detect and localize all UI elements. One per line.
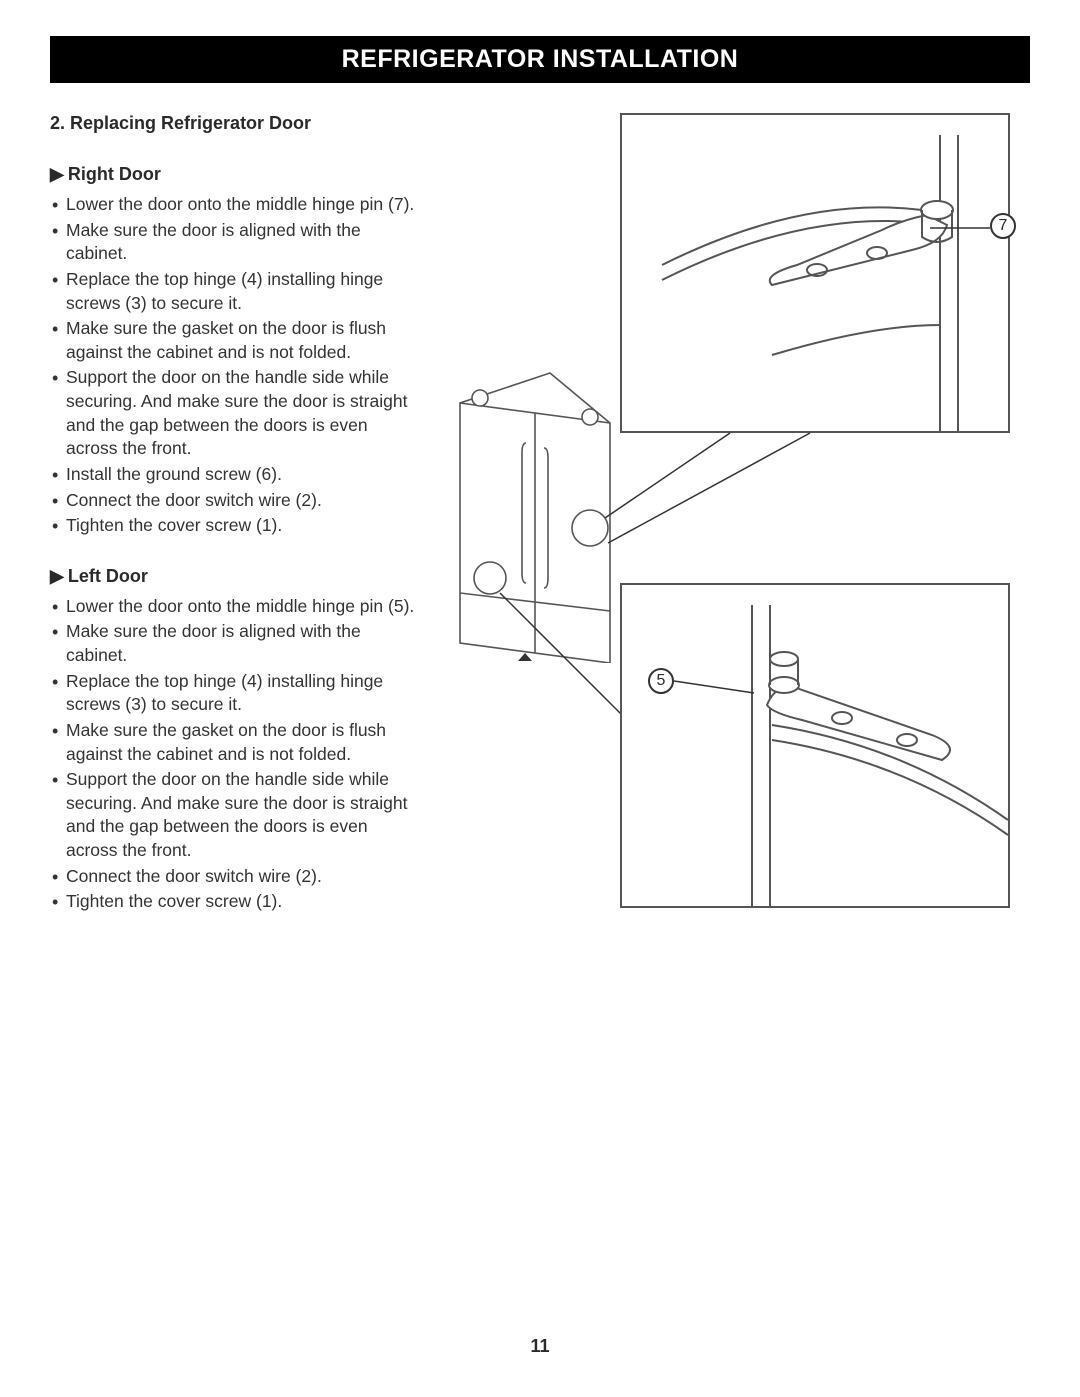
instruction-step: Support the door on the handle side whil… <box>50 366 420 461</box>
section-title: 2. Replacing Refrigerator Door <box>50 113 420 134</box>
instruction-step: Make sure the door is aligned with the c… <box>50 219 420 266</box>
figure-column: 7 <box>430 113 1030 942</box>
content-row: 2. Replacing Refrigerator Door ▶Right Do… <box>50 113 1030 942</box>
instruction-step: Tighten the cover screw (1). <box>50 514 420 538</box>
instruction-step: Make sure the gasket on the door is flus… <box>50 317 420 364</box>
instruction-step: Replace the top hinge (4) installing hin… <box>50 670 420 717</box>
banner-title: REFRIGERATOR INSTALLATION <box>342 45 739 73</box>
instruction-step: Install the ground screw (6). <box>50 463 420 487</box>
triangle-bullet-icon: ▶ <box>50 164 64 185</box>
hinge-drawing-bottom <box>622 585 1008 906</box>
detail-bottom-left-hinge <box>620 583 1010 908</box>
left-door-steps: Lower the door onto the middle hinge pin… <box>50 595 420 914</box>
instruction-step: Lower the door onto the middle hinge pin… <box>50 193 420 217</box>
instruction-step: Make sure the door is aligned with the c… <box>50 620 420 667</box>
instruction-step: Replace the top hinge (4) installing hin… <box>50 268 420 315</box>
instruction-step: Tighten the cover screw (1). <box>50 890 420 914</box>
page-number: 11 <box>0 1336 1080 1357</box>
instruction-step: Lower the door onto the middle hinge pin… <box>50 595 420 619</box>
instruction-step: Make sure the gasket on the door is flus… <box>50 719 420 766</box>
instruction-step: Support the door on the handle side whil… <box>50 768 420 863</box>
installation-figure: 7 <box>430 113 1030 933</box>
instructions-column: 2. Replacing Refrigerator Door ▶Right Do… <box>50 113 430 942</box>
left-door-heading: ▶Left Door <box>50 566 420 587</box>
right-door-steps: Lower the door onto the middle hinge pin… <box>50 193 420 538</box>
callout-5: 5 <box>648 668 674 694</box>
instruction-step: Connect the door switch wire (2). <box>50 865 420 889</box>
section-banner: REFRIGERATOR INSTALLATION <box>50 36 1030 83</box>
triangle-bullet-icon: ▶ <box>50 566 64 587</box>
instruction-step: Connect the door switch wire (2). <box>50 489 420 513</box>
right-door-heading: ▶Right Door <box>50 164 420 185</box>
leader-line-icon <box>674 673 764 703</box>
manual-page: REFRIGERATOR INSTALLATION 2. Replacing R… <box>0 0 1080 1397</box>
